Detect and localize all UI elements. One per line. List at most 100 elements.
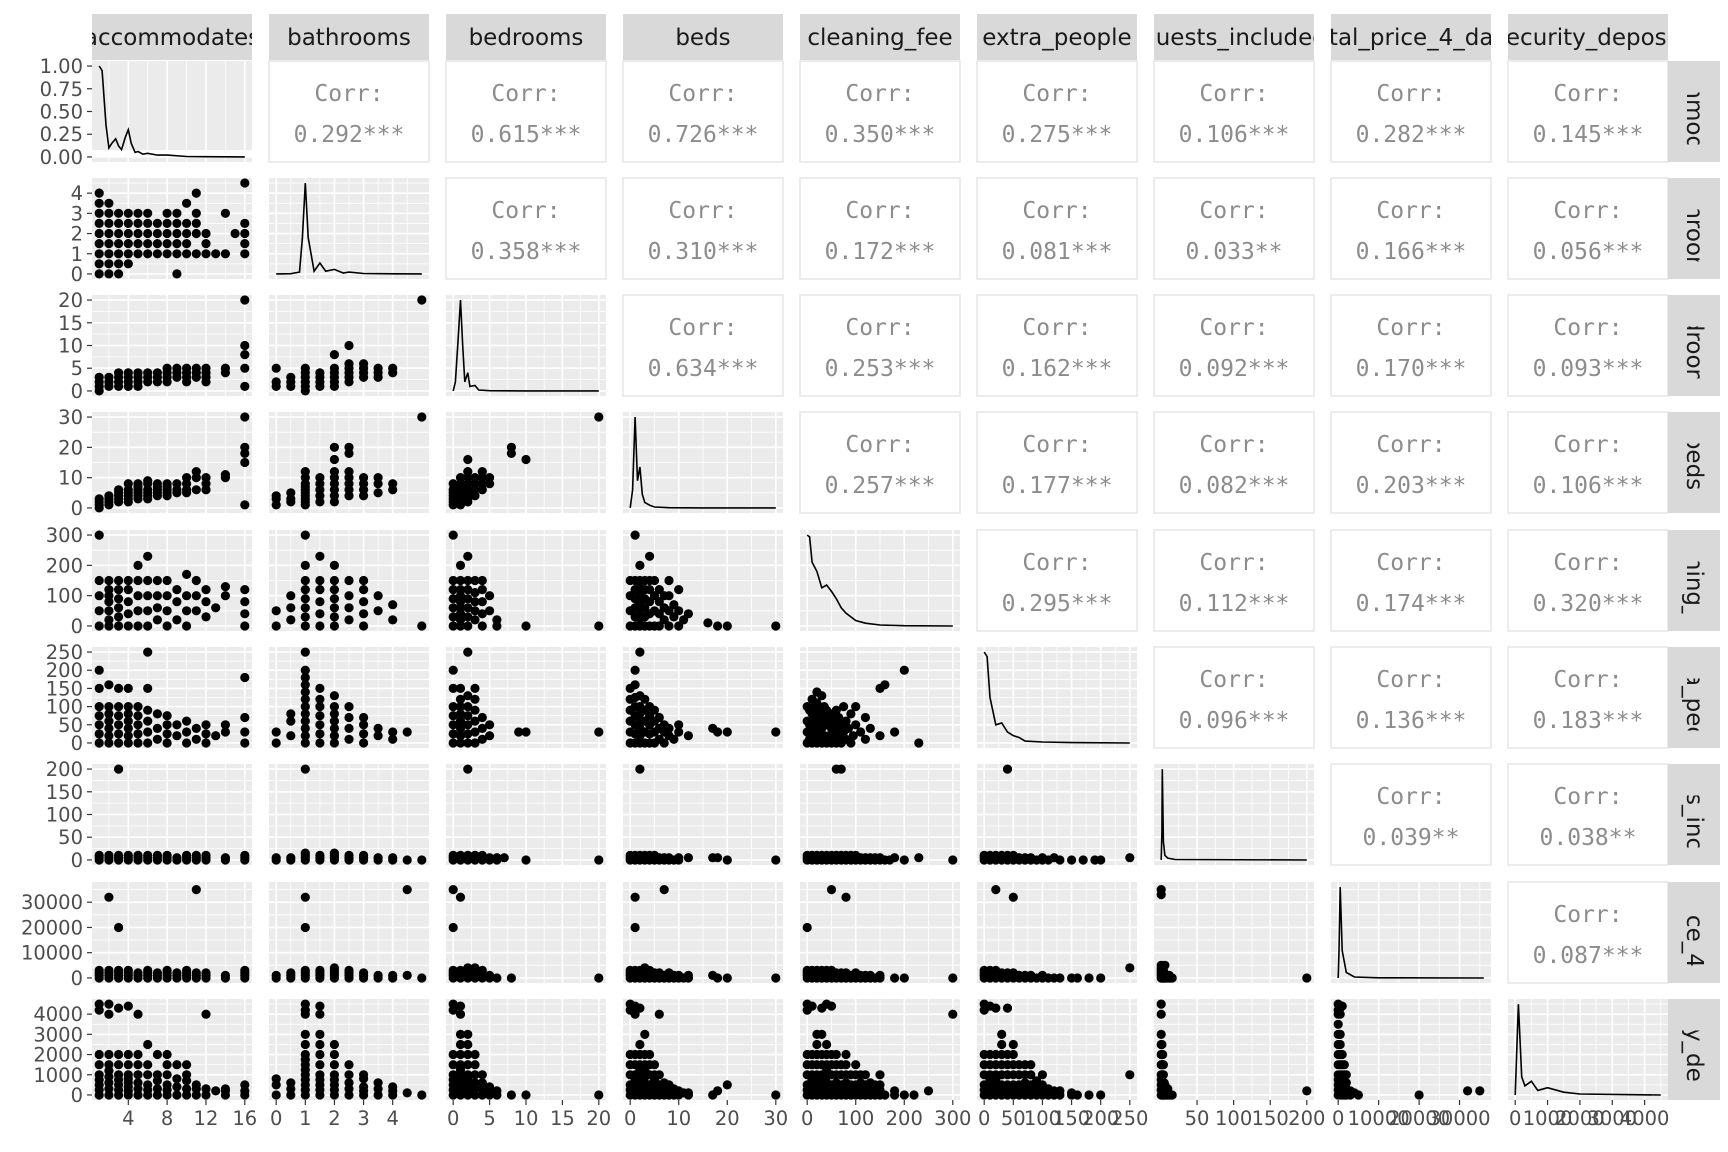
scatter-point [114,239,124,249]
scatter-point [182,965,192,976]
x-axis-accommodates: 4 8 12 16 [122,1100,257,1130]
scatter-point [172,479,182,489]
scatter-point [172,228,182,239]
scatter-point [477,734,487,744]
scatter-point [182,239,192,249]
y-tick-label: 100 [46,585,83,608]
scatter-point [143,1070,153,1080]
scatter-point [94,259,104,269]
scatter-point [344,359,354,369]
scatter-point [143,1060,153,1070]
scatter-point [359,609,369,619]
scatter-point [470,850,480,861]
correlation-label: Corr: [1553,315,1622,341]
correlation-label: Corr: [314,81,383,107]
x-tick-label: 12 [194,1107,219,1130]
scatter-point [315,473,325,483]
scatter-point [373,1078,383,1088]
scatter-point [172,968,182,978]
row-strip-guests_included: ests_inclu [1668,764,1720,865]
scatter-point [359,1082,369,1092]
scatter-point [240,381,250,391]
panel-accommodates-guests_included: Corr: 0.106*** [1153,60,1315,163]
scatter-point [649,575,660,586]
scatter-point [240,500,250,510]
scatter-point [329,848,339,858]
scatter-point [152,1049,162,1060]
scatter-point [373,473,383,483]
correlation-label: Corr: [1199,432,1268,458]
y-tick-label: 0 [71,967,83,990]
scatter-point [201,729,211,739]
panel-bedrooms-cleaning_fee: Corr: 0.253*** [799,294,961,397]
column-strip-bathrooms: bathrooms [269,14,429,60]
scatter-point [521,454,531,465]
scatter-point [220,1084,230,1094]
scatter-point [771,855,781,865]
scatter-point [463,603,473,613]
scatter-point [470,727,480,737]
scatter-point [1055,855,1065,865]
scatter-point [94,228,104,239]
scatter-point [674,853,684,863]
scatter-point [191,885,201,895]
correlation-value: 0.183*** [1533,708,1644,734]
scatter-point [172,1060,182,1070]
scatter-point [1157,1039,1167,1050]
scatter-point [300,709,310,719]
scatter-point [133,208,143,218]
scatter-point [201,585,211,595]
scatter-point [329,691,339,701]
panel-guests_included-accommodates [92,764,252,865]
scatter-point [182,850,192,861]
scatter-point [300,965,310,976]
scatter-point [1333,1019,1343,1029]
scatter-point [1055,973,1065,983]
scatter-point [133,228,143,239]
scatter-point [191,591,201,601]
scatter-point [448,999,458,1009]
scatter-point [172,269,182,279]
correlation-panel-background [976,294,1138,397]
correlation-value: 0.275*** [1002,122,1113,148]
correlation-label: Corr: [668,315,737,341]
scatter-point [162,965,172,976]
correlation-value: 0.136*** [1356,708,1467,734]
correlation-value: 0.310*** [648,239,759,265]
correlation-value: 0.087*** [1533,943,1644,969]
correlation-label: Corr: [1376,667,1445,693]
panel-extra_people-total_price_4_days: Corr: 0.136*** [1330,646,1492,749]
scatter-point [914,738,924,748]
scatter-point [463,1049,473,1060]
scatter-point [1096,855,1106,865]
scatter-point [463,1070,473,1080]
scatter-point [230,228,240,239]
scatter-point [594,1090,604,1100]
scatter-point [388,363,398,373]
scatter-point [470,575,480,586]
scatter-point [300,680,310,690]
scatter-point [191,363,201,373]
x-tick-label: 4000 [1620,1107,1670,1130]
scatter-point [463,729,473,739]
y-tick-label: 10 [58,467,83,490]
scatter-point [240,457,250,468]
scatter-point [133,729,143,739]
x-tick-label: 100 [1215,1107,1252,1130]
scatter-point [240,412,250,422]
correlation-value: 0.257*** [825,473,936,499]
scatter-point [485,731,495,741]
y-tick-label: 20000 [21,916,83,939]
scatter-point [477,575,487,586]
scatter-point [300,621,310,631]
scatter-point [94,1049,104,1060]
scatter-point [836,764,846,774]
panel-beds-cleaning_fee: Corr: 0.257*** [799,411,961,514]
scatter-point [104,239,114,249]
scatter-point [1125,1070,1135,1080]
scatter-point [104,1049,114,1060]
scatter-point [463,702,473,712]
panel-bedrooms-accommodates [92,295,252,396]
